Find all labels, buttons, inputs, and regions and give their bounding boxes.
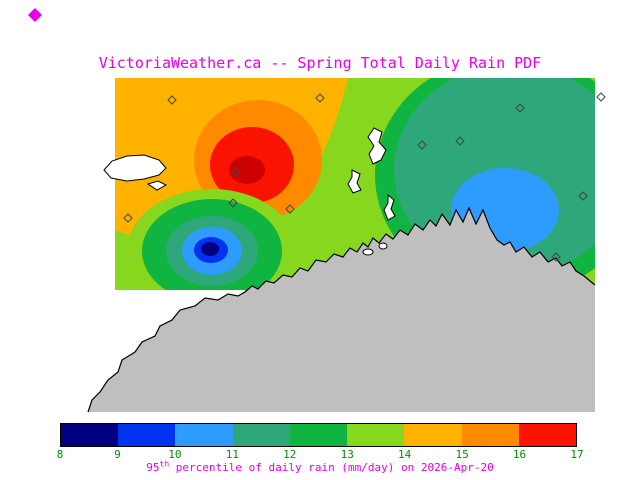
inlet-shape	[367, 127, 387, 165]
colorbar-segment	[347, 424, 405, 446]
colorbar-tick-label: 8	[56, 448, 64, 461]
caption: 95th percentile of daily rain (mm/day) o…	[0, 459, 640, 474]
station-marker	[228, 198, 238, 208]
sea-region	[88, 208, 595, 412]
station-marker	[578, 191, 588, 201]
station-marker	[231, 167, 241, 177]
lake-outline-west	[103, 154, 167, 182]
colorbar-tick-label: 16	[512, 448, 527, 461]
colorbar-ticks: 8 9 10 11 12 13 14 15 16 17	[56, 448, 584, 461]
station-marker	[596, 92, 606, 102]
station-marker	[123, 213, 133, 223]
station-marker	[551, 252, 561, 262]
colorbar-tick-label: 14	[398, 448, 412, 461]
window-icon	[28, 8, 42, 22]
colorbar-tick-label: 12	[283, 448, 297, 461]
colorbar-segment	[61, 424, 119, 446]
station-marker	[515, 103, 525, 113]
inlets-and-islands	[103, 127, 396, 256]
page-title: VictoriaWeather.ca -- Spring Total Daily…	[98, 54, 542, 72]
inlet-shape	[383, 193, 396, 221]
caption-prefix: 95	[146, 461, 160, 474]
colorbar	[60, 423, 577, 447]
colorbar-segment	[118, 424, 176, 446]
colorbar-segment	[232, 424, 290, 446]
colorbar-segment	[461, 424, 519, 446]
colorbar-tick-label: 9	[114, 448, 121, 461]
colorbar-tick-label: 17	[570, 448, 584, 461]
colorbar-tick-label: 13	[340, 448, 354, 461]
lake-outline-west-small	[146, 180, 168, 191]
station-marker	[167, 95, 177, 105]
station-marker	[417, 140, 427, 150]
contour-field	[115, 78, 595, 310]
station-marker	[455, 136, 465, 146]
colorbar-tick-label: 11	[225, 448, 239, 461]
contour-band-navy-low	[201, 242, 219, 256]
contour-band-darkred	[229, 156, 265, 184]
colorbar-segment	[289, 424, 348, 446]
caption-rest: percentile of daily rain (mm/day) on 202…	[169, 461, 494, 474]
colorbar-segment	[518, 424, 576, 446]
station-marker	[285, 204, 295, 214]
colorbar-segment	[404, 424, 462, 446]
stations-group	[123, 92, 606, 262]
colorbar-segment	[175, 424, 233, 446]
island-icon	[362, 248, 374, 256]
station-marker	[315, 93, 325, 103]
colorbar-tick-label: 10	[168, 448, 182, 461]
coastline	[87, 206, 596, 413]
inlet-shape	[347, 169, 362, 194]
island-icon	[378, 242, 388, 250]
colorbar-tick-label: 15	[455, 448, 469, 461]
caption-superscript: th	[159, 459, 170, 469]
